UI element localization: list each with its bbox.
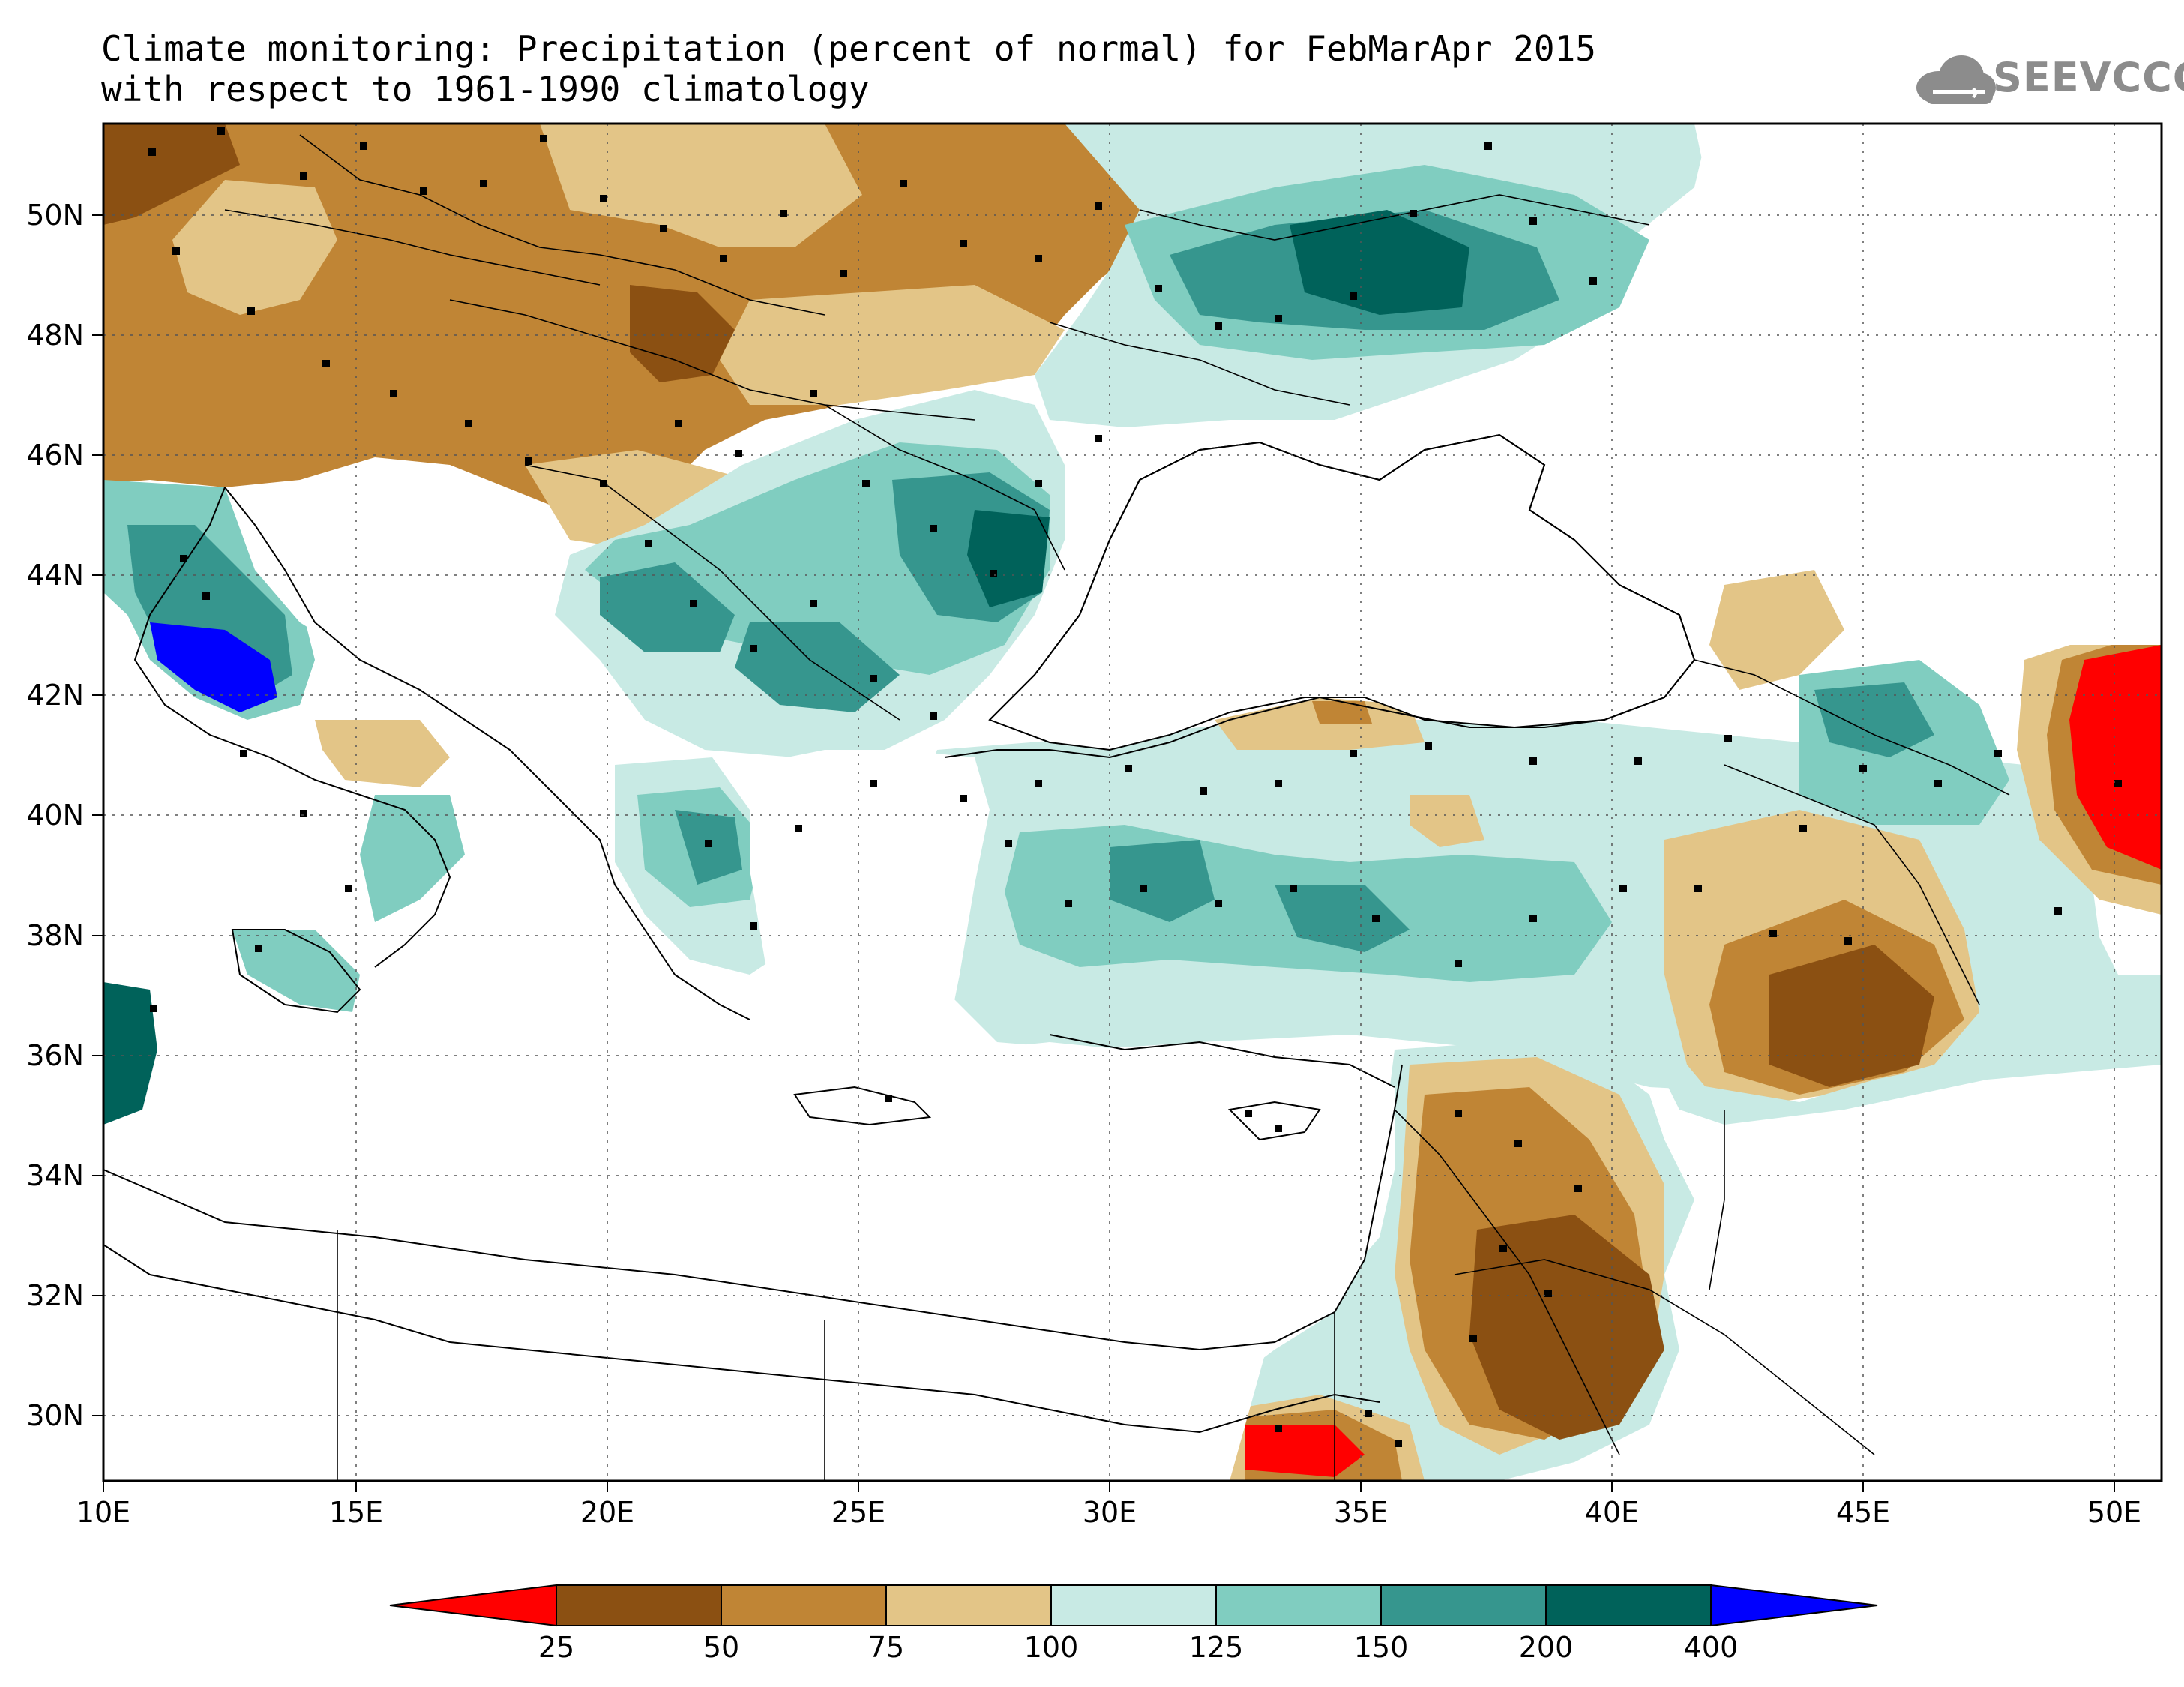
map-title-line-1: Climate monitoring: Precipitation (perce… [101,28,1596,69]
colorbar-arrow-low [389,1584,557,1627]
lon-axis: 10E 15E 20E 25E 30E 35E 40E 45E 50E [76,1481,2141,1529]
colorbar-label: 50 [703,1631,739,1664]
colorbar-segment [556,1584,722,1626]
east-land-unfilled [1604,124,2162,645]
lon-tick-label: 40E [1585,1496,1639,1529]
lat-tick-label: 50N [26,199,84,232]
colorbar-label: 125 [1189,1631,1244,1664]
colorbar-segment [1545,1584,1712,1626]
lat-tick-label: 30N [26,1399,84,1432]
colorbar-label: 100 [1024,1631,1079,1664]
colorbar-label: 75 [868,1631,904,1664]
lat-tick-label: 44N [26,559,84,592]
colorbar-segment [1380,1584,1547,1626]
lat-tick-label: 38N [26,919,84,952]
lon-tick-label: 15E [329,1496,383,1529]
station-markers [148,127,2122,1447]
mediterranean-sea [103,975,1395,1335]
lon-tick-label: 20E [580,1496,634,1529]
logo-text: SEEVCCC [1993,54,2184,101]
colorbar-segment [1215,1584,1382,1626]
aegean-sea [750,750,990,1065]
lon-tick-label: 30E [1083,1496,1137,1529]
colorbar-segment [885,1584,1052,1626]
lon-tick-label: 45E [1836,1496,1890,1529]
precipitation-field [103,124,2162,1481]
colorbar-arrow-high [1710,1584,1878,1627]
colorbar-label: 25 [538,1631,574,1664]
lon-tick-label: 50E [2087,1496,2141,1529]
adriatic-sea [225,487,585,780]
colorbar-label: 200 [1519,1631,1574,1664]
colorbar: 25 50 75 100 125 150 200 400 [389,1584,1878,1664]
lat-tick-label: 48N [26,319,84,352]
lat-tick-label: 46N [26,439,84,472]
lat-axis: 30N 32N 34N 36N 38N 40N 42N 44N 46N 48N … [26,199,103,1432]
colorbar-segment [721,1584,887,1626]
graticule [103,124,2162,1481]
cloud-icon [1916,55,1996,104]
lon-tick-label: 25E [831,1496,885,1529]
lon-tick-label: 35E [1334,1496,1388,1529]
colorbar-segment [1050,1584,1217,1626]
lat-tick-label: 32N [26,1279,84,1312]
lat-tick-label: 34N [26,1159,84,1192]
map-frame [102,122,2163,1482]
lat-tick-label: 40N [26,799,84,832]
country-borders [224,134,2010,1481]
lat-tick-label: 42N [26,679,84,712]
map-title-line-2: with respect to 1961-1990 climatology [101,69,870,109]
lon-tick-label: 10E [76,1496,130,1529]
lat-tick-label: 36N [26,1039,84,1072]
colorbar-label: 150 [1354,1631,1409,1664]
coastlines [103,433,1696,1434]
colorbar-label: 400 [1684,1631,1739,1664]
